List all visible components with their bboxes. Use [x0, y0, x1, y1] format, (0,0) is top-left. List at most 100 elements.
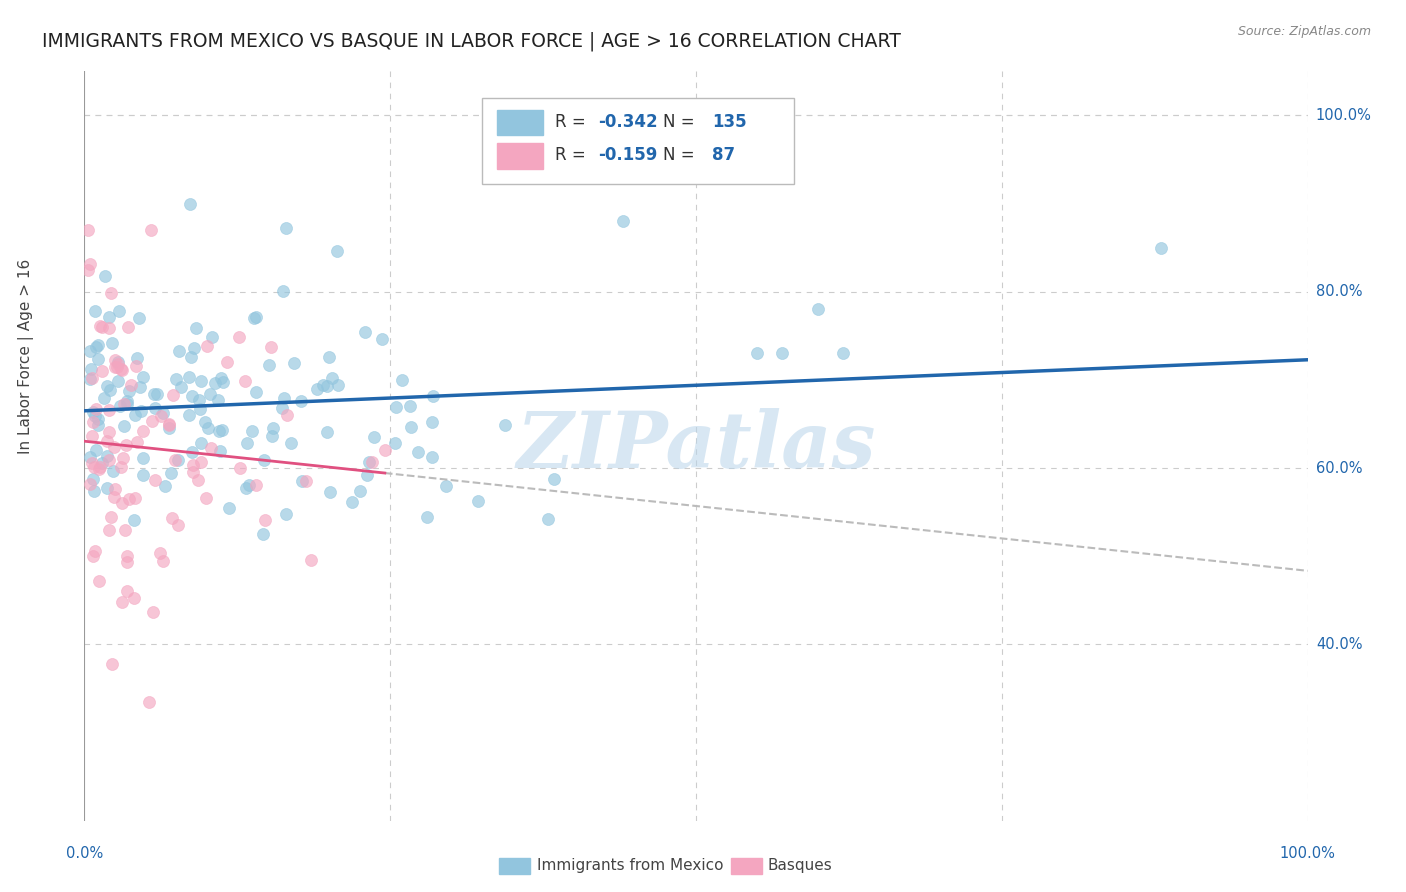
Point [422, 389, 444, 403]
Point [117, 491, 139, 506]
Point [218, 500, 240, 515]
Point [245, 384, 267, 399]
Point [211, 423, 233, 437]
Point [79, 372, 101, 386]
Point [79, 257, 101, 271]
Point [181, 445, 204, 459]
Point [197, 421, 219, 435]
Point [612, 214, 634, 228]
Point [115, 438, 138, 452]
Point [262, 429, 284, 443]
Point [190, 436, 212, 450]
Point [139, 223, 162, 237]
Point [207, 393, 229, 408]
Point [152, 554, 174, 568]
Point [96, 379, 118, 393]
Point [374, 442, 396, 457]
Point [112, 418, 135, 433]
Point [494, 417, 516, 432]
Point [115, 549, 138, 564]
Point [124, 408, 146, 422]
Point [111, 363, 134, 377]
Point [294, 474, 316, 488]
Point [1150, 241, 1173, 255]
Point [103, 491, 125, 505]
Point [122, 591, 145, 605]
Point [80, 371, 103, 385]
Point [260, 340, 283, 354]
Bar [496, 144, 543, 169]
Point [167, 343, 190, 358]
Point [165, 453, 187, 467]
Point [79, 344, 101, 359]
Point [89, 459, 111, 474]
Point [98, 452, 121, 467]
Point [125, 359, 148, 374]
Point [87, 462, 110, 476]
Text: IMMIGRANTS FROM MEXICO VS BASQUE IN LABOR FORCE | AGE > 16 CORRELATION CHART: IMMIGRANTS FROM MEXICO VS BASQUE IN LABO… [42, 31, 901, 51]
Text: 80.0%: 80.0% [1316, 285, 1362, 299]
Point [141, 414, 163, 428]
Point [162, 387, 184, 401]
Point [82, 405, 104, 419]
Text: 87: 87 [711, 146, 735, 164]
Text: 135: 135 [711, 113, 747, 131]
Point [384, 400, 406, 414]
Point [179, 197, 201, 211]
Point [190, 454, 212, 468]
Point [107, 374, 129, 388]
Point [86, 418, 108, 433]
Point [204, 376, 226, 390]
Point [145, 386, 167, 401]
FancyBboxPatch shape [482, 97, 794, 184]
Point [245, 310, 267, 324]
Point [117, 397, 139, 411]
Point [111, 595, 134, 609]
Point [197, 339, 219, 353]
Point [357, 455, 380, 469]
Point [77, 223, 100, 237]
Point [159, 417, 181, 431]
Point [107, 357, 129, 371]
Point [201, 330, 224, 344]
Text: N =: N = [664, 146, 704, 164]
Point [98, 310, 121, 325]
Point [217, 355, 239, 369]
Point [111, 495, 134, 509]
Point [115, 555, 138, 569]
Point [157, 421, 180, 435]
Point [188, 402, 211, 417]
Point [543, 472, 565, 486]
Text: 40.0%: 40.0% [1316, 637, 1362, 652]
Text: R =: R = [555, 146, 592, 164]
Text: 100.0%: 100.0% [1316, 108, 1372, 123]
Point [273, 391, 295, 405]
Point [467, 493, 489, 508]
Point [100, 510, 122, 524]
Point [831, 346, 853, 360]
Point [89, 319, 111, 334]
Point [187, 473, 209, 487]
Point [183, 341, 205, 355]
Point [236, 435, 259, 450]
Point [98, 321, 121, 335]
Point [124, 513, 146, 527]
Point [142, 606, 165, 620]
Point [162, 511, 184, 525]
Point [252, 527, 274, 541]
Text: ZIPatlas: ZIPatlas [516, 408, 876, 484]
Point [254, 513, 277, 527]
Point [318, 350, 340, 364]
Point [165, 372, 187, 386]
Point [198, 387, 221, 401]
Point [180, 351, 202, 365]
Text: In Labor Force | Age > 16: In Labor Force | Age > 16 [18, 259, 34, 454]
Point [349, 483, 371, 498]
Point [195, 491, 218, 506]
Point [77, 262, 100, 277]
Point [108, 399, 131, 413]
Point [242, 424, 264, 438]
Point [129, 404, 152, 418]
Point [211, 376, 233, 390]
Point [280, 435, 302, 450]
